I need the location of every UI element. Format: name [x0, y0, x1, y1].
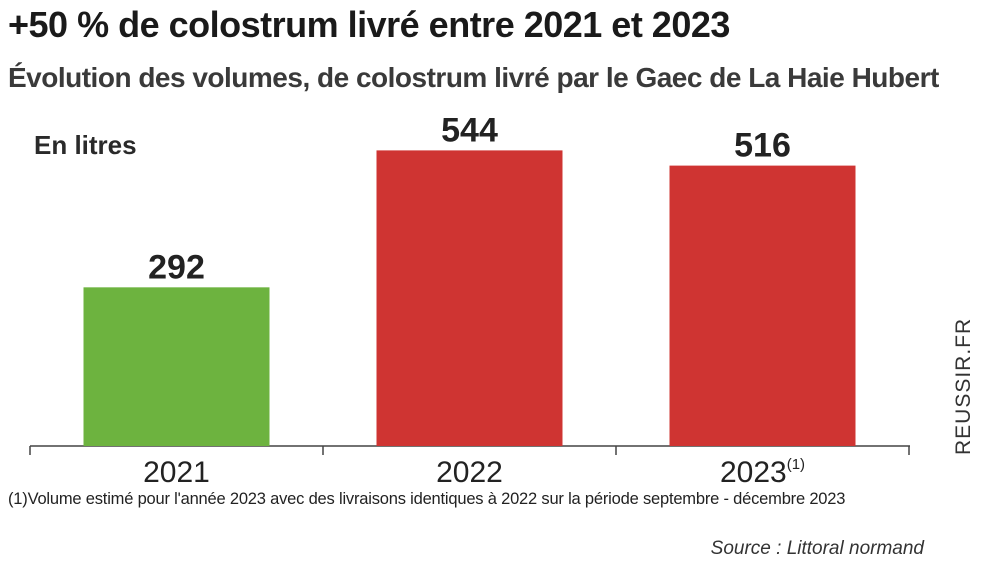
x-tick-label-2021: 2021: [143, 456, 210, 489]
data-label-2021: 292: [148, 248, 205, 286]
chart-subtitle: Évolution des volumes, de colostrum livr…: [8, 62, 939, 93]
unit-label: En litres: [34, 130, 137, 160]
chart-title: +50 % de colostrum livré entre 2021 et 2…: [8, 4, 730, 45]
source-note: Source : Littoral normand: [710, 538, 924, 559]
data-label-2022: 544: [441, 111, 498, 149]
footnote: (1)Volume estimé pour l'année 2023 avec …: [8, 490, 846, 508]
bar-2023: [669, 165, 856, 447]
bar-2022: [376, 150, 563, 447]
bar-2021: [83, 287, 270, 446]
footnote-marker: (1): [787, 456, 805, 473]
watermark: REUSSIR.FR: [952, 317, 975, 455]
x-tick-label-2023: 2023(1): [720, 456, 805, 489]
x-tick-label-2022: 2022: [436, 456, 503, 489]
data-label-2023: 516: [734, 127, 791, 165]
